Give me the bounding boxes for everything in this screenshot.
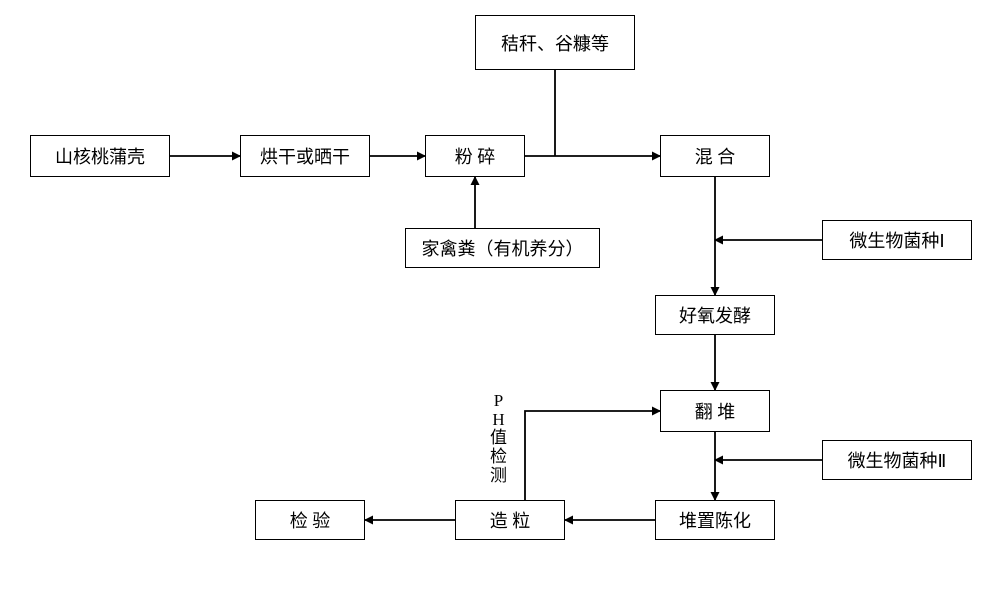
node-granulate: 造 粒	[455, 500, 565, 540]
node-crush-label: 粉 碎	[455, 143, 496, 169]
node-turn-label: 翻 堆	[695, 398, 736, 424]
node-mix-label: 混 合	[695, 143, 736, 169]
node-ferment: 好氧发酵	[655, 295, 775, 335]
node-husk: 山核桃蒲壳	[30, 135, 170, 177]
node-mix: 混 合	[660, 135, 770, 177]
node-dry: 烘干或晒干	[240, 135, 370, 177]
node-manure: 家禽粪（有机养分）	[405, 228, 600, 268]
node-crush: 粉 碎	[425, 135, 525, 177]
node-inspect-label: 检 验	[290, 507, 331, 533]
node-straw: 秸秆、谷糠等	[475, 15, 635, 70]
node-husk-label: 山核桃蒲壳	[55, 143, 145, 169]
node-microbe1: 微生物菌种Ⅰ	[822, 220, 972, 260]
node-aging: 堆置陈化	[655, 500, 775, 540]
node-turn: 翻 堆	[660, 390, 770, 432]
node-straw-label: 秸秆、谷糠等	[501, 30, 609, 56]
node-microbe2-label: 微生物菌种Ⅱ	[848, 447, 947, 473]
node-inspect: 检 验	[255, 500, 365, 540]
node-ferment-label: 好氧发酵	[679, 302, 751, 328]
node-dry-label: 烘干或晒干	[260, 143, 350, 169]
node-granulate-label: 造 粒	[490, 507, 531, 533]
node-aging-label: 堆置陈化	[679, 507, 751, 533]
node-microbe2: 微生物菌种Ⅱ	[822, 440, 972, 480]
node-microbe1-label: 微生物菌种Ⅰ	[849, 227, 944, 253]
node-manure-label: 家禽粪（有机养分）	[422, 235, 584, 261]
ph-label: PH值检测	[490, 392, 507, 485]
